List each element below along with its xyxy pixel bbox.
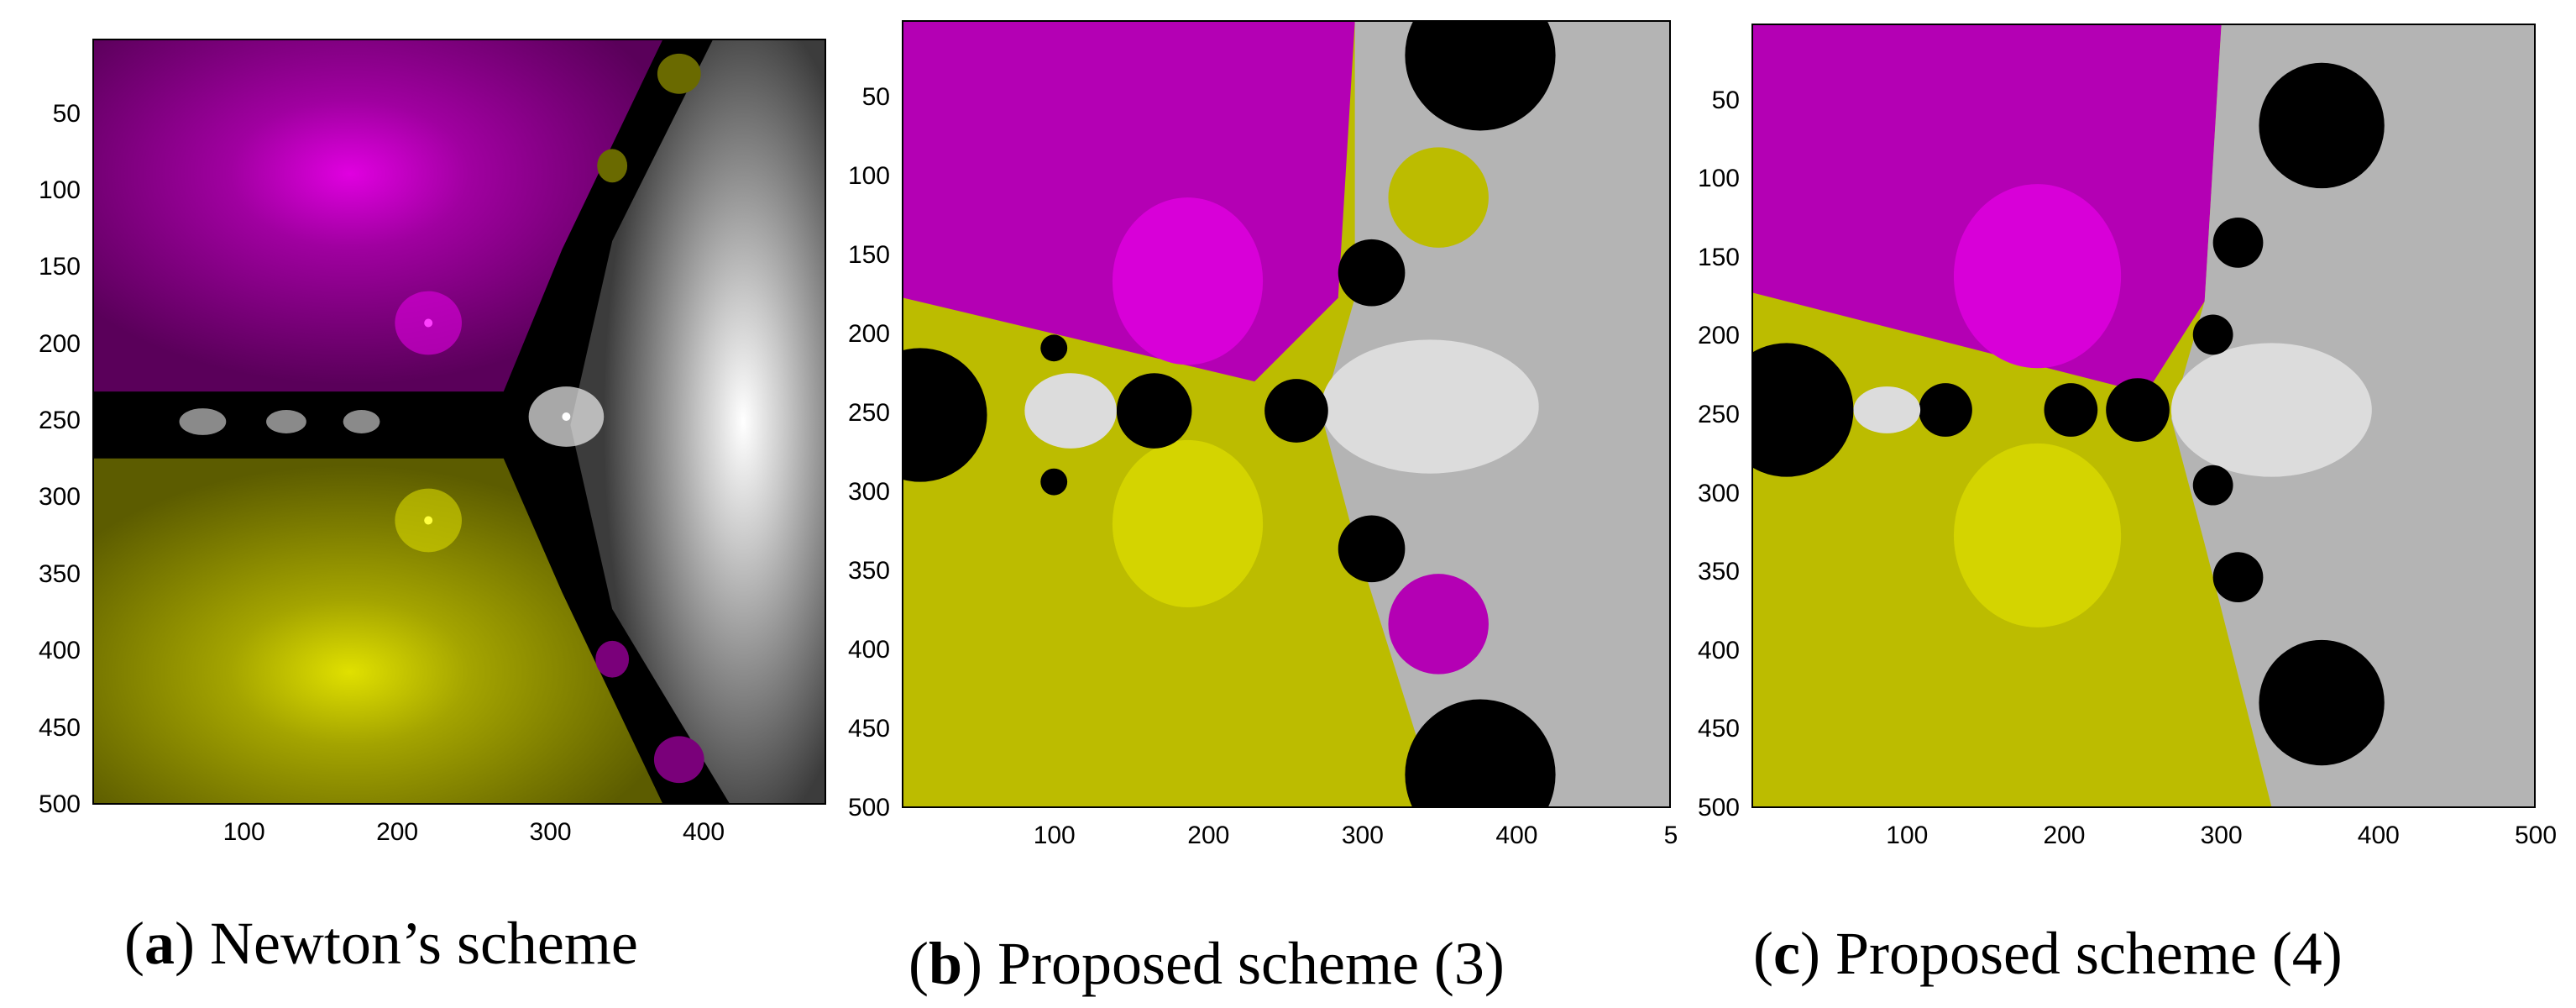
x-tick-label: 100 xyxy=(223,818,265,846)
y-tick-label: 50 xyxy=(861,83,890,112)
y-tick-label: 200 xyxy=(38,329,81,358)
x-tick-label: 200 xyxy=(1187,822,1230,849)
y-tick-label: 300 xyxy=(1697,479,1740,507)
y-tick-label: 300 xyxy=(38,483,81,512)
y-tick-label: 350 xyxy=(38,559,81,588)
caption-letter: a xyxy=(144,910,175,977)
x-tick-label: 300 xyxy=(1341,822,1384,849)
y-tick-label: 400 xyxy=(38,637,81,665)
caption-text: Newton’s scheme xyxy=(209,910,638,977)
y-tick-label: 250 xyxy=(38,407,81,435)
panel-caption: (b) Proposed scheme (3) xyxy=(908,930,1505,997)
x-tick-label: 100 xyxy=(1033,822,1076,849)
y-tick-label: 450 xyxy=(38,713,81,742)
y-tick-label: 50 xyxy=(1711,86,1740,114)
x-tick-label: 5 xyxy=(1663,822,1678,849)
x-tick-label: 200 xyxy=(376,818,419,846)
basin-image-b xyxy=(903,22,1669,806)
y-tick-label: 450 xyxy=(1697,715,1740,743)
y-tick-label: 100 xyxy=(38,176,81,204)
y-tick-label: 50 xyxy=(52,99,81,128)
basin-image-c xyxy=(1753,25,2534,806)
y-tick-label: 200 xyxy=(847,320,890,349)
basin-image-a xyxy=(94,40,825,803)
y-tick-label: 500 xyxy=(38,790,81,818)
y-tick-label: 500 xyxy=(847,794,890,822)
x-tick-label: 300 xyxy=(529,818,572,846)
y-tick-label: 250 xyxy=(1697,401,1740,429)
caption-text: Proposed scheme (4) xyxy=(1835,920,2343,987)
y-tick-label: 350 xyxy=(1697,558,1740,586)
y-tick-label: 100 xyxy=(1697,165,1740,193)
y-tick-label: 400 xyxy=(1697,636,1740,664)
x-tick-label: 200 xyxy=(2043,822,2086,849)
basin-plot-scheme-3 xyxy=(902,20,1671,808)
caption-text: Proposed scheme (3) xyxy=(997,930,1505,997)
y-tick-label: 450 xyxy=(847,715,890,743)
y-tick-label: 350 xyxy=(847,557,890,585)
panel-caption: (a) Newton’s scheme xyxy=(124,910,638,977)
y-tick-label: 100 xyxy=(847,162,890,191)
caption-letter: b xyxy=(928,930,963,997)
x-tick-label: 500 xyxy=(2514,822,2558,849)
x-tick-label: 100 xyxy=(1886,822,1929,849)
caption-letter: c xyxy=(1772,920,1800,987)
y-tick-label: 500 xyxy=(1697,794,1740,822)
y-tick-label: 150 xyxy=(38,253,81,281)
panel-caption: (c) Proposed scheme (4) xyxy=(1753,920,2343,987)
x-tick-label: 300 xyxy=(2200,822,2243,849)
y-tick-label: 300 xyxy=(847,478,890,507)
y-tick-label: 150 xyxy=(847,241,890,270)
x-tick-label: 400 xyxy=(682,818,725,846)
y-tick-label: 250 xyxy=(847,399,890,428)
x-tick-label: 400 xyxy=(2357,822,2400,849)
y-tick-label: 150 xyxy=(1697,243,1740,271)
x-tick-label: 400 xyxy=(1495,822,1538,849)
basin-plot-scheme-4 xyxy=(1751,24,2536,808)
y-tick-label: 400 xyxy=(847,636,890,664)
y-tick-label: 200 xyxy=(1697,322,1740,350)
basin-plot-newton xyxy=(92,39,826,805)
